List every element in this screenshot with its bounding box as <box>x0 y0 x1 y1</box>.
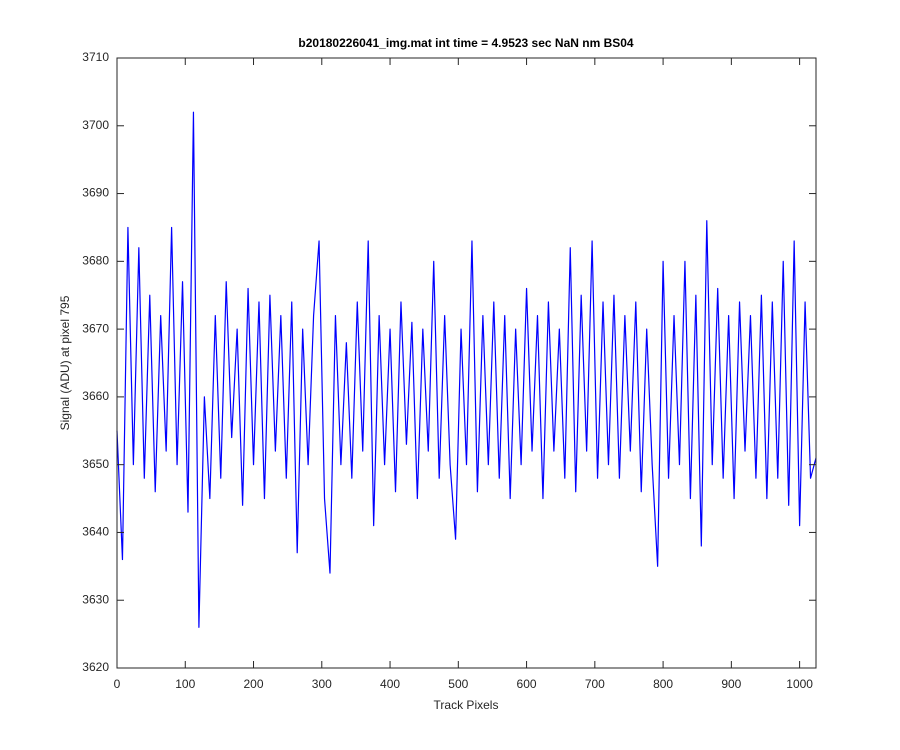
y-tick-label: 3630 <box>82 592 109 606</box>
x-tick-label: 800 <box>653 677 673 691</box>
data-line <box>116 111 817 628</box>
y-tick-label: 3640 <box>82 525 109 539</box>
x-tick-label: 0 <box>114 677 121 691</box>
x-axis-label: Track Pixels <box>434 698 499 712</box>
y-tick-label: 3700 <box>82 118 109 132</box>
y-tick-label: 3680 <box>82 254 109 268</box>
y-tick-label: 3710 <box>82 50 109 64</box>
x-tick-label: 1000 <box>786 677 813 691</box>
x-tick-label: 400 <box>380 677 400 691</box>
x-tick-label: 300 <box>312 677 332 691</box>
y-tick-label: 3620 <box>82 660 109 674</box>
plot-frame <box>116 57 817 669</box>
chart-title: b20180226041_img.mat int time = 4.9523 s… <box>298 36 634 50</box>
y-tick-label: 3670 <box>82 321 109 335</box>
x-tick-label: 200 <box>244 677 264 691</box>
y-tick-label: 3660 <box>82 389 109 403</box>
x-tick-label: 900 <box>721 677 741 691</box>
x-tick-label: 100 <box>175 677 195 691</box>
y-axis-label: Signal (ADU) at pixel 795 <box>58 295 72 430</box>
y-tick-label: 3650 <box>82 457 109 471</box>
x-tick-label: 500 <box>448 677 468 691</box>
y-tick-label: 3690 <box>82 186 109 200</box>
x-tick-label: 700 <box>585 677 605 691</box>
x-tick-label: 600 <box>517 677 537 691</box>
